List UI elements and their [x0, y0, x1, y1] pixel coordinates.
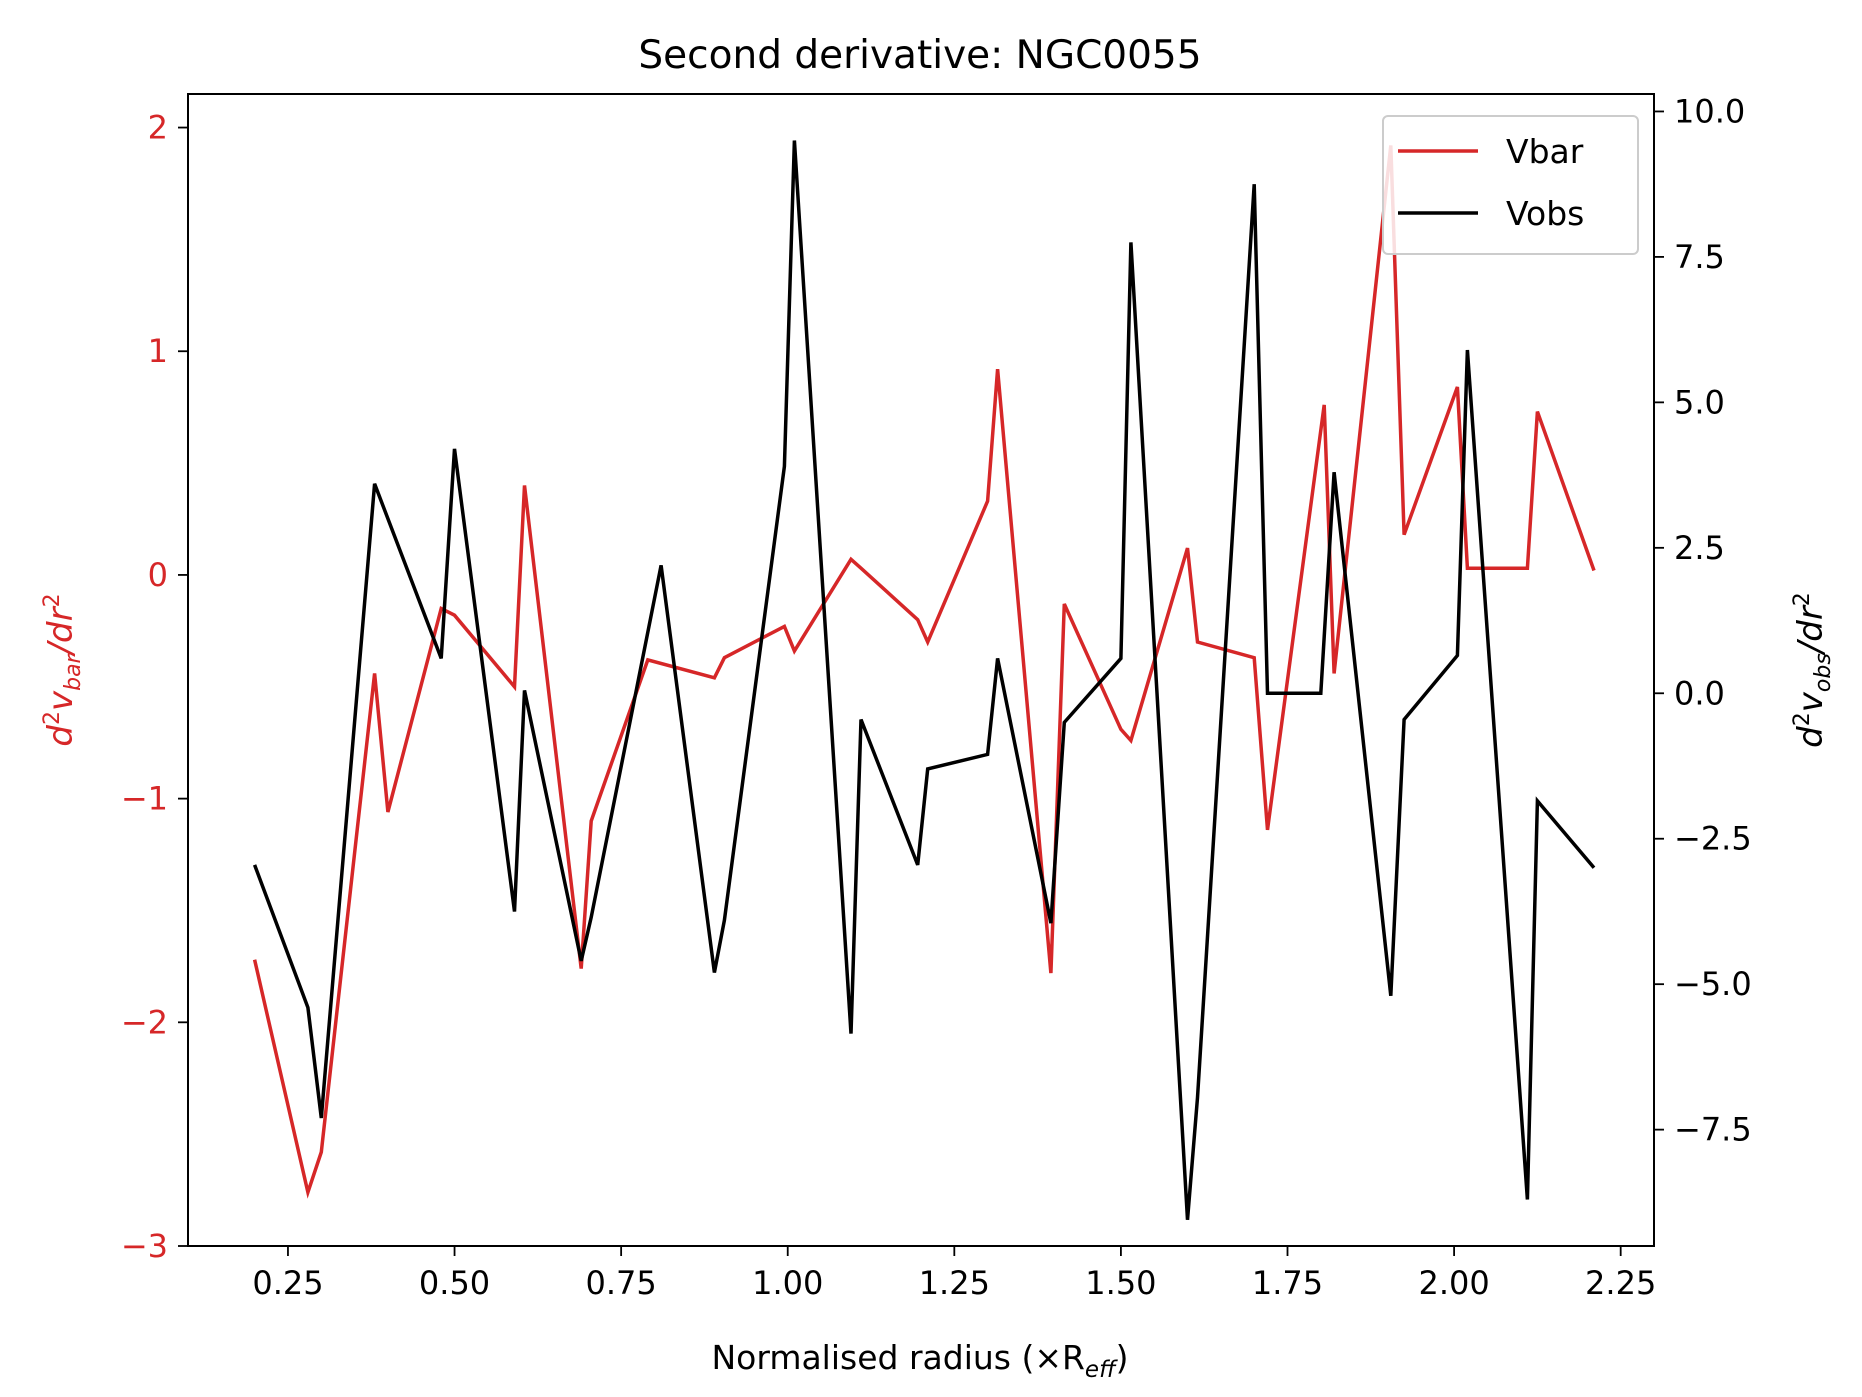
x-axis-label-subscript: eff [1085, 1357, 1118, 1383]
right-y-tick-label: 0.0 [1674, 674, 1725, 712]
left-y-tick-label: 0 [148, 556, 168, 594]
x-tick-label: 1.50 [1085, 1264, 1156, 1302]
left-y-tick-label: 2 [148, 109, 168, 147]
legend-label-vbar: Vbar [1506, 132, 1584, 171]
left-y-label-sup: 2 [40, 711, 65, 725]
x-tick-label: 0.75 [586, 1264, 657, 1302]
left-y-axis-label: d2vbar/dr2 [40, 593, 86, 746]
right-y-tick-label: −7.5 [1674, 1111, 1752, 1149]
right-y-label-d: d [1791, 726, 1831, 748]
plot-area [187, 93, 1655, 1247]
series-layer [252, 140, 1596, 1220]
left-y-axis-ticks: 2 1 0 −1 −2 −3 [121, 109, 188, 1265]
left-y-label-d: d [41, 725, 81, 747]
x-axis-label-main: Normalised radius (×R [711, 1338, 1084, 1377]
left-y-tick-label: −3 [121, 1227, 168, 1265]
series-line-vobs [252, 140, 1596, 1220]
x-axis-label: Normalised radius (×Reff) [711, 1338, 1128, 1383]
left-y-label-sub: bar [61, 652, 86, 690]
legend-label-vobs: Vobs [1506, 194, 1584, 233]
right-y-label-sup2: 2 [1790, 592, 1815, 606]
right-y-tick-label: 5.0 [1674, 383, 1725, 421]
right-y-tick-label: −2.5 [1674, 820, 1752, 858]
left-y-label-slash: /dr [41, 605, 81, 657]
right-y-label-sub: obs [1811, 653, 1836, 692]
x-tick-label: 2.00 [1418, 1264, 1489, 1302]
left-y-tick-label: −1 [121, 780, 168, 818]
left-y-tick-label: 1 [148, 332, 168, 370]
x-tick-label: 1.25 [919, 1264, 990, 1302]
x-tick-label: 0.25 [252, 1264, 323, 1302]
x-axis-label-close: ) [1116, 1338, 1129, 1377]
plot-frame [187, 93, 1655, 1247]
right-y-label-sup: 2 [1790, 712, 1815, 726]
right-y-label-slash: /dr [1791, 604, 1831, 656]
right-y-tick-label: 7.5 [1674, 238, 1725, 276]
x-tick-label: 0.50 [419, 1264, 490, 1302]
right-y-tick-label: 2.5 [1674, 529, 1725, 567]
x-tick-label: 2.25 [1585, 1264, 1656, 1302]
series-line-vbar [252, 145, 1596, 1199]
left-y-tick-label: −2 [121, 1003, 168, 1041]
chart-title: Second derivative: NGC0055 [638, 33, 1201, 78]
right-y-axis-ticks: 10.0 7.5 5.0 2.5 0.0 −2.5 −5.0 −7.5 [1654, 92, 1752, 1149]
x-tick-label: 1.75 [1252, 1264, 1323, 1302]
x-axis-ticks: 0.25 0.50 0.75 1.00 1.25 1.50 1.75 2.00 2.25 [252, 1246, 1656, 1302]
right-y-axis-label: d2vobs/dr2 [1790, 592, 1836, 748]
legend: Vbar Vobs [1382, 115, 1639, 255]
right-y-tick-label: 10.0 [1674, 92, 1745, 130]
right-y-label-v: v [1791, 691, 1831, 712]
x-tick-label: 1.00 [752, 1264, 823, 1302]
right-y-tick-label: −5.0 [1674, 965, 1752, 1003]
left-y-label-sup2: 2 [40, 593, 65, 607]
left-y-label-v: v [41, 690, 81, 711]
